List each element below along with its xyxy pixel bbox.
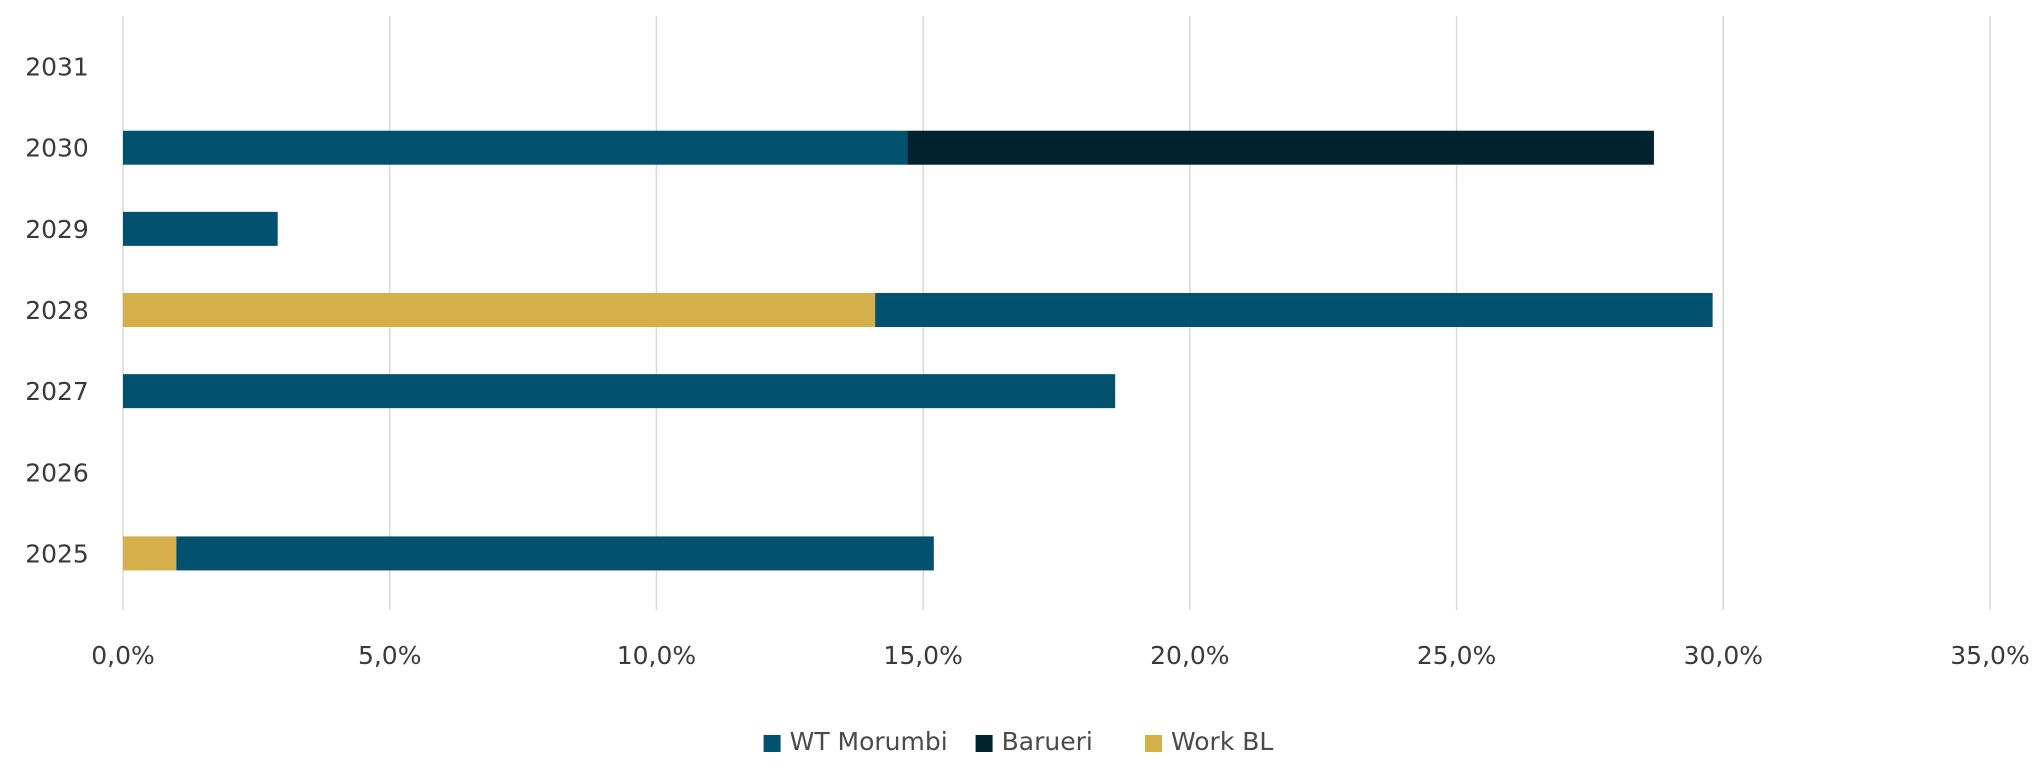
y-tick-label: 2026 (25, 458, 89, 487)
bar-wt-morumbi-2028 (875, 293, 1713, 327)
y-tick-label: 2030 (25, 134, 89, 163)
bar-wt-morumbi-2025 (176, 536, 934, 571)
y-tick-label: 2031 (25, 53, 89, 82)
x-tick-label: 25,0% (1417, 641, 1496, 670)
x-tick-label: 30,0% (1684, 641, 1763, 670)
y-axis-tick-labels: 2025 2026 2027 2028 2029 2030 2031 (25, 53, 89, 569)
legend-label-work-bl: Work BL (1171, 727, 1273, 756)
x-tick-label: 0,0% (91, 641, 155, 670)
legend-swatch-barueri (975, 735, 993, 752)
bar-wt-morumbi-2030 (123, 130, 908, 165)
x-tick-label: 35,0% (1950, 641, 2029, 670)
legend: WT Morumbi Barueri Work BL (763, 727, 1273, 756)
legend-label-wt-morumbi: WT Morumbi (790, 727, 948, 756)
x-tick-label: 15,0% (883, 641, 962, 670)
legend-label-barueri: Barueri (1002, 727, 1093, 756)
y-tick-label: 2028 (25, 296, 89, 325)
bars (123, 130, 1713, 571)
x-axis-tick-labels: 0,0% 5,0% 10,0% 15,0% 20,0% 25,0% 30,0% 35,0% (91, 641, 2029, 670)
bar-work-bl-2028 (123, 293, 876, 327)
x-tick-label: 10,0% (617, 641, 696, 670)
y-tick-label: 2029 (25, 215, 89, 244)
x-tick-label: 5,0% (358, 641, 422, 670)
y-tick-label: 2025 (25, 539, 89, 568)
x-tick-label: 20,0% (1150, 641, 1229, 670)
bar-work-bl-2025 (123, 536, 177, 571)
legend-swatch-wt-morumbi (763, 735, 781, 752)
legend-swatch-work-bl (1145, 735, 1162, 752)
bar-wt-morumbi-2027 (123, 374, 1116, 409)
y-tick-label: 2027 (25, 377, 89, 406)
bar-barueri-2030 (907, 130, 1654, 165)
bar-wt-morumbi-2029 (123, 211, 278, 246)
